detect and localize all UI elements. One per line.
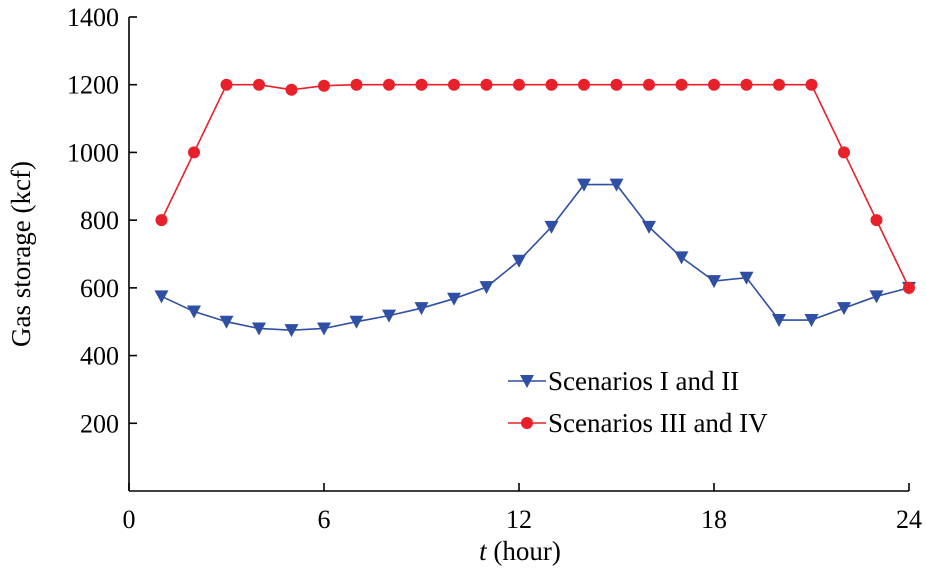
series-layer [154, 78, 916, 338]
x-tick-label: 24 [896, 505, 922, 534]
data-point [414, 302, 429, 316]
data-point [577, 178, 591, 192]
data-point [643, 78, 655, 91]
y-tick-label: 800 [80, 206, 119, 235]
data-point [318, 79, 330, 92]
y-tick-label: 1200 [67, 71, 119, 100]
data-point [609, 178, 624, 192]
data-point [707, 275, 721, 289]
x-axis-label: t (hour) [479, 536, 561, 566]
data-point [869, 290, 884, 304]
data-point [708, 78, 720, 91]
data-point [838, 146, 850, 159]
data-point [544, 220, 559, 234]
data-point [415, 78, 428, 91]
y-tick-label: 1400 [67, 3, 119, 32]
data-point [285, 83, 298, 96]
data-point [837, 302, 851, 316]
data-point [219, 315, 234, 329]
data-point [740, 78, 753, 91]
y-tick-label: 1000 [67, 138, 119, 167]
legend-marker [520, 375, 534, 388]
data-point [512, 254, 526, 268]
data-point [253, 78, 265, 91]
data-point [317, 322, 331, 336]
data-point [545, 78, 558, 91]
data-point [479, 281, 494, 295]
data-point [154, 290, 169, 304]
data-point [383, 78, 395, 91]
legend-label: Scenarios III and IV [548, 408, 768, 438]
x-tick-label: 12 [506, 505, 532, 534]
data-point [480, 78, 493, 91]
data-point [903, 281, 915, 294]
legend-entry-1: Scenarios I and II [508, 366, 739, 396]
data-point [188, 146, 200, 159]
data-point [610, 78, 623, 91]
series-2 [155, 78, 915, 294]
data-point [675, 78, 688, 91]
data-point [642, 220, 656, 234]
x-axis-label-rest: (hour) [487, 536, 561, 566]
data-point [513, 78, 525, 91]
data-point [220, 78, 233, 91]
y-axis-label: Gas storage (kcf) [6, 161, 36, 347]
series-line [161, 183, 910, 331]
x-tick-label: 18 [701, 505, 727, 534]
data-point [870, 214, 883, 227]
legend-label: Scenarios I and II [548, 366, 739, 396]
data-point [252, 322, 266, 336]
legend: Scenarios I and II Scenarios III and IV [508, 366, 768, 438]
data-point [187, 305, 201, 319]
x-axis-label-italic: t [479, 536, 488, 566]
data-point [155, 214, 168, 227]
data-point [349, 315, 364, 329]
data-point [448, 78, 460, 91]
y-tick-label: 200 [80, 409, 119, 438]
data-point [772, 314, 786, 328]
series-line [160, 83, 910, 289]
legend-marker [521, 417, 533, 429]
ticks: 0 6 12 18 24 200 400 600 800 1000 1200 1400 [67, 3, 922, 534]
data-point [578, 78, 590, 91]
y-tick-label: 400 [80, 342, 119, 371]
data-point [804, 314, 819, 328]
data-point [382, 309, 396, 323]
data-point [447, 292, 461, 306]
x-tick-label: 6 [318, 505, 331, 534]
data-point [739, 271, 754, 285]
legend-entry-2: Scenarios III and IV [508, 408, 768, 438]
data-point [805, 78, 818, 91]
series-1 [154, 178, 916, 338]
data-point [674, 251, 689, 265]
data-point [773, 78, 785, 91]
y-tick-label: 600 [80, 274, 119, 303]
data-point [350, 78, 363, 91]
data-point [284, 324, 299, 338]
x-tick-label: 0 [123, 505, 136, 534]
